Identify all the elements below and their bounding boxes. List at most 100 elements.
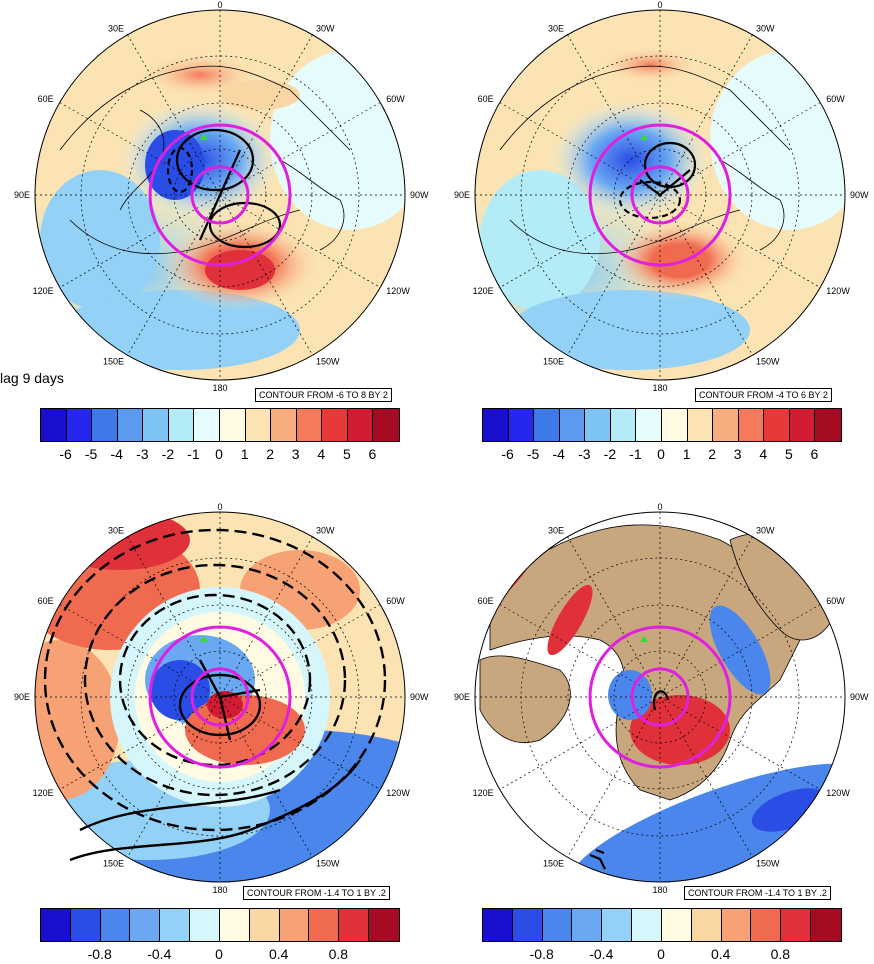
- longitude-label: 120E: [33, 286, 54, 296]
- map-panel-top-right: [474, 9, 846, 381]
- longitude-label: 0: [657, 502, 662, 512]
- longitude-label: 180: [212, 383, 227, 393]
- colorbar-cell: [339, 909, 370, 941]
- longitude-label: 150E: [103, 858, 124, 868]
- colorbar-tick-label: -0.4: [589, 946, 614, 962]
- colorbar-cell: [70, 909, 101, 941]
- longitude-label: 120W: [386, 286, 410, 296]
- colorbar-cell: [160, 909, 191, 941]
- longitude-label: 60W: [826, 596, 845, 606]
- longitude-label: 60E: [478, 94, 494, 104]
- colorbar-tick-label: -0.8: [529, 946, 554, 962]
- longitude-label: 120W: [826, 788, 850, 798]
- longitude-label: 90W: [410, 190, 429, 200]
- longitude-label: 120W: [386, 788, 410, 798]
- colorbar-cell: [508, 409, 535, 441]
- longitude-label: 60E: [38, 94, 54, 104]
- colorbar-tick-label: -5: [84, 446, 98, 462]
- colorbar-bottom-left: [40, 908, 400, 942]
- longitude-label: 180: [212, 885, 227, 895]
- colorbar-cell: [369, 909, 399, 941]
- colorbar-tick-label: 0.4: [710, 946, 731, 962]
- longitude-label: 60W: [826, 94, 845, 104]
- colorbar-tick-label: 3: [733, 446, 742, 462]
- colorbar-cell: [542, 909, 573, 941]
- longitude-label: 120E: [473, 788, 494, 798]
- colorbar-tick-label: 2: [708, 446, 716, 462]
- colorbar-cell: [92, 409, 118, 441]
- colorbar-tick-label: -2: [161, 446, 175, 462]
- colorbar-cell: [168, 409, 195, 441]
- colorbar-tick-label: -0.8: [87, 946, 112, 962]
- colorbar-tick-label: 0.8: [770, 946, 791, 962]
- colorbar-cell: [811, 909, 841, 941]
- colorbar-tick-label: 5: [342, 446, 351, 462]
- longitude-label: 90W: [850, 692, 869, 702]
- colorbar-cell: [279, 909, 310, 941]
- longitude-label: 30E: [548, 24, 564, 34]
- colorbar-tick-label: -4: [110, 446, 123, 462]
- colorbar-tick-label: -3: [578, 446, 591, 462]
- lag-label: lag 9 days: [0, 370, 64, 386]
- colorbar-cell: [721, 909, 752, 941]
- colorbar-cell: [534, 409, 560, 441]
- colorbar-cell: [483, 409, 509, 441]
- colorbar-labels-top-left: -6 -5 -4 -3 -2 -1 0 1 2 3 4 5 6: [40, 446, 398, 464]
- map-panel-bottom-right: [474, 511, 846, 883]
- colorbar-tick-label: 4: [759, 446, 768, 462]
- colorbar-cell: [661, 409, 688, 441]
- colorbar-bottom-right: [482, 908, 842, 942]
- longitude-label: 120E: [33, 788, 54, 798]
- longitude-label: 150W: [316, 858, 340, 868]
- longitude-label: 150E: [103, 356, 124, 366]
- colorbar-tick-label: -0.4: [147, 946, 172, 962]
- colorbar-cell: [41, 909, 71, 941]
- colorbar-cell: [100, 909, 131, 941]
- longitude-labels: 0 30W 60W 90W 120W 150W 180 150E 120E 90E 60E 30E 0 3…: [14, 0, 869, 895]
- colorbar-cell: [483, 909, 513, 941]
- colorbar-cell: [373, 409, 399, 441]
- colorbar-cell: [781, 909, 812, 941]
- colorbar-tick-label: 2: [266, 446, 274, 462]
- longitude-label: 0: [657, 0, 662, 10]
- colorbar-tick-label: 4: [317, 446, 326, 462]
- colorbar-cell: [143, 409, 169, 441]
- colorbar-cell: [347, 409, 374, 441]
- colorbar-cell: [130, 909, 161, 941]
- colorbar-cell: [559, 409, 586, 441]
- colorbar-cell: [219, 909, 250, 941]
- colorbar-cell: [41, 409, 67, 441]
- colorbar-labels-bottom-left: -0.8 -0.4 0 0.4 0.8: [40, 946, 398, 964]
- longitude-label: 90E: [454, 692, 470, 702]
- longitude-label: 30E: [108, 526, 124, 536]
- colorbar-cell: [309, 909, 340, 941]
- colorbar-cell: [219, 409, 246, 441]
- longitude-label: 60E: [38, 596, 54, 606]
- map-panel-bottom-left: [34, 511, 406, 883]
- colorbar-tick-label: 0: [215, 946, 223, 962]
- longitude-label: 30W: [756, 526, 775, 536]
- longitude-label: 150E: [543, 858, 564, 868]
- longitude-label: 60E: [478, 596, 494, 606]
- colorbar-tick-label: 0: [657, 946, 665, 962]
- colorbar-tick-label: 0: [215, 446, 223, 462]
- colorbar-cell: [572, 909, 603, 941]
- colorbar-tick-label: 0.4: [268, 946, 289, 962]
- colorbar-cell: [691, 909, 722, 941]
- colorbar-cell: [117, 409, 144, 441]
- contour-info-bottom-left: CONTOUR FROM -1.4 TO 1 BY .2: [243, 886, 390, 900]
- longitude-label: 90E: [454, 190, 470, 200]
- contour-info-top-left: CONTOUR FROM -6 TO 8 BY 2: [255, 388, 392, 402]
- longitude-label: 60W: [386, 94, 405, 104]
- longitude-label: 0: [217, 0, 222, 10]
- longitude-label: 30W: [316, 24, 335, 34]
- longitude-label: 30E: [548, 526, 564, 536]
- contour-info-top-right: CONTOUR FROM -4 TO 6 BY 2: [695, 388, 832, 402]
- colorbar-cell: [738, 409, 765, 441]
- colorbar-cell: [585, 409, 611, 441]
- colorbar-tick-label: 6: [368, 446, 377, 462]
- colorbar-tick-label: 6: [810, 446, 819, 462]
- longitude-label: 90E: [14, 190, 30, 200]
- longitude-label: 150W: [316, 356, 340, 366]
- colorbar-cell: [764, 409, 790, 441]
